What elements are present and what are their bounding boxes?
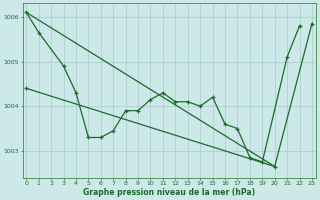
X-axis label: Graphe pression niveau de la mer (hPa): Graphe pression niveau de la mer (hPa) [83,188,255,197]
